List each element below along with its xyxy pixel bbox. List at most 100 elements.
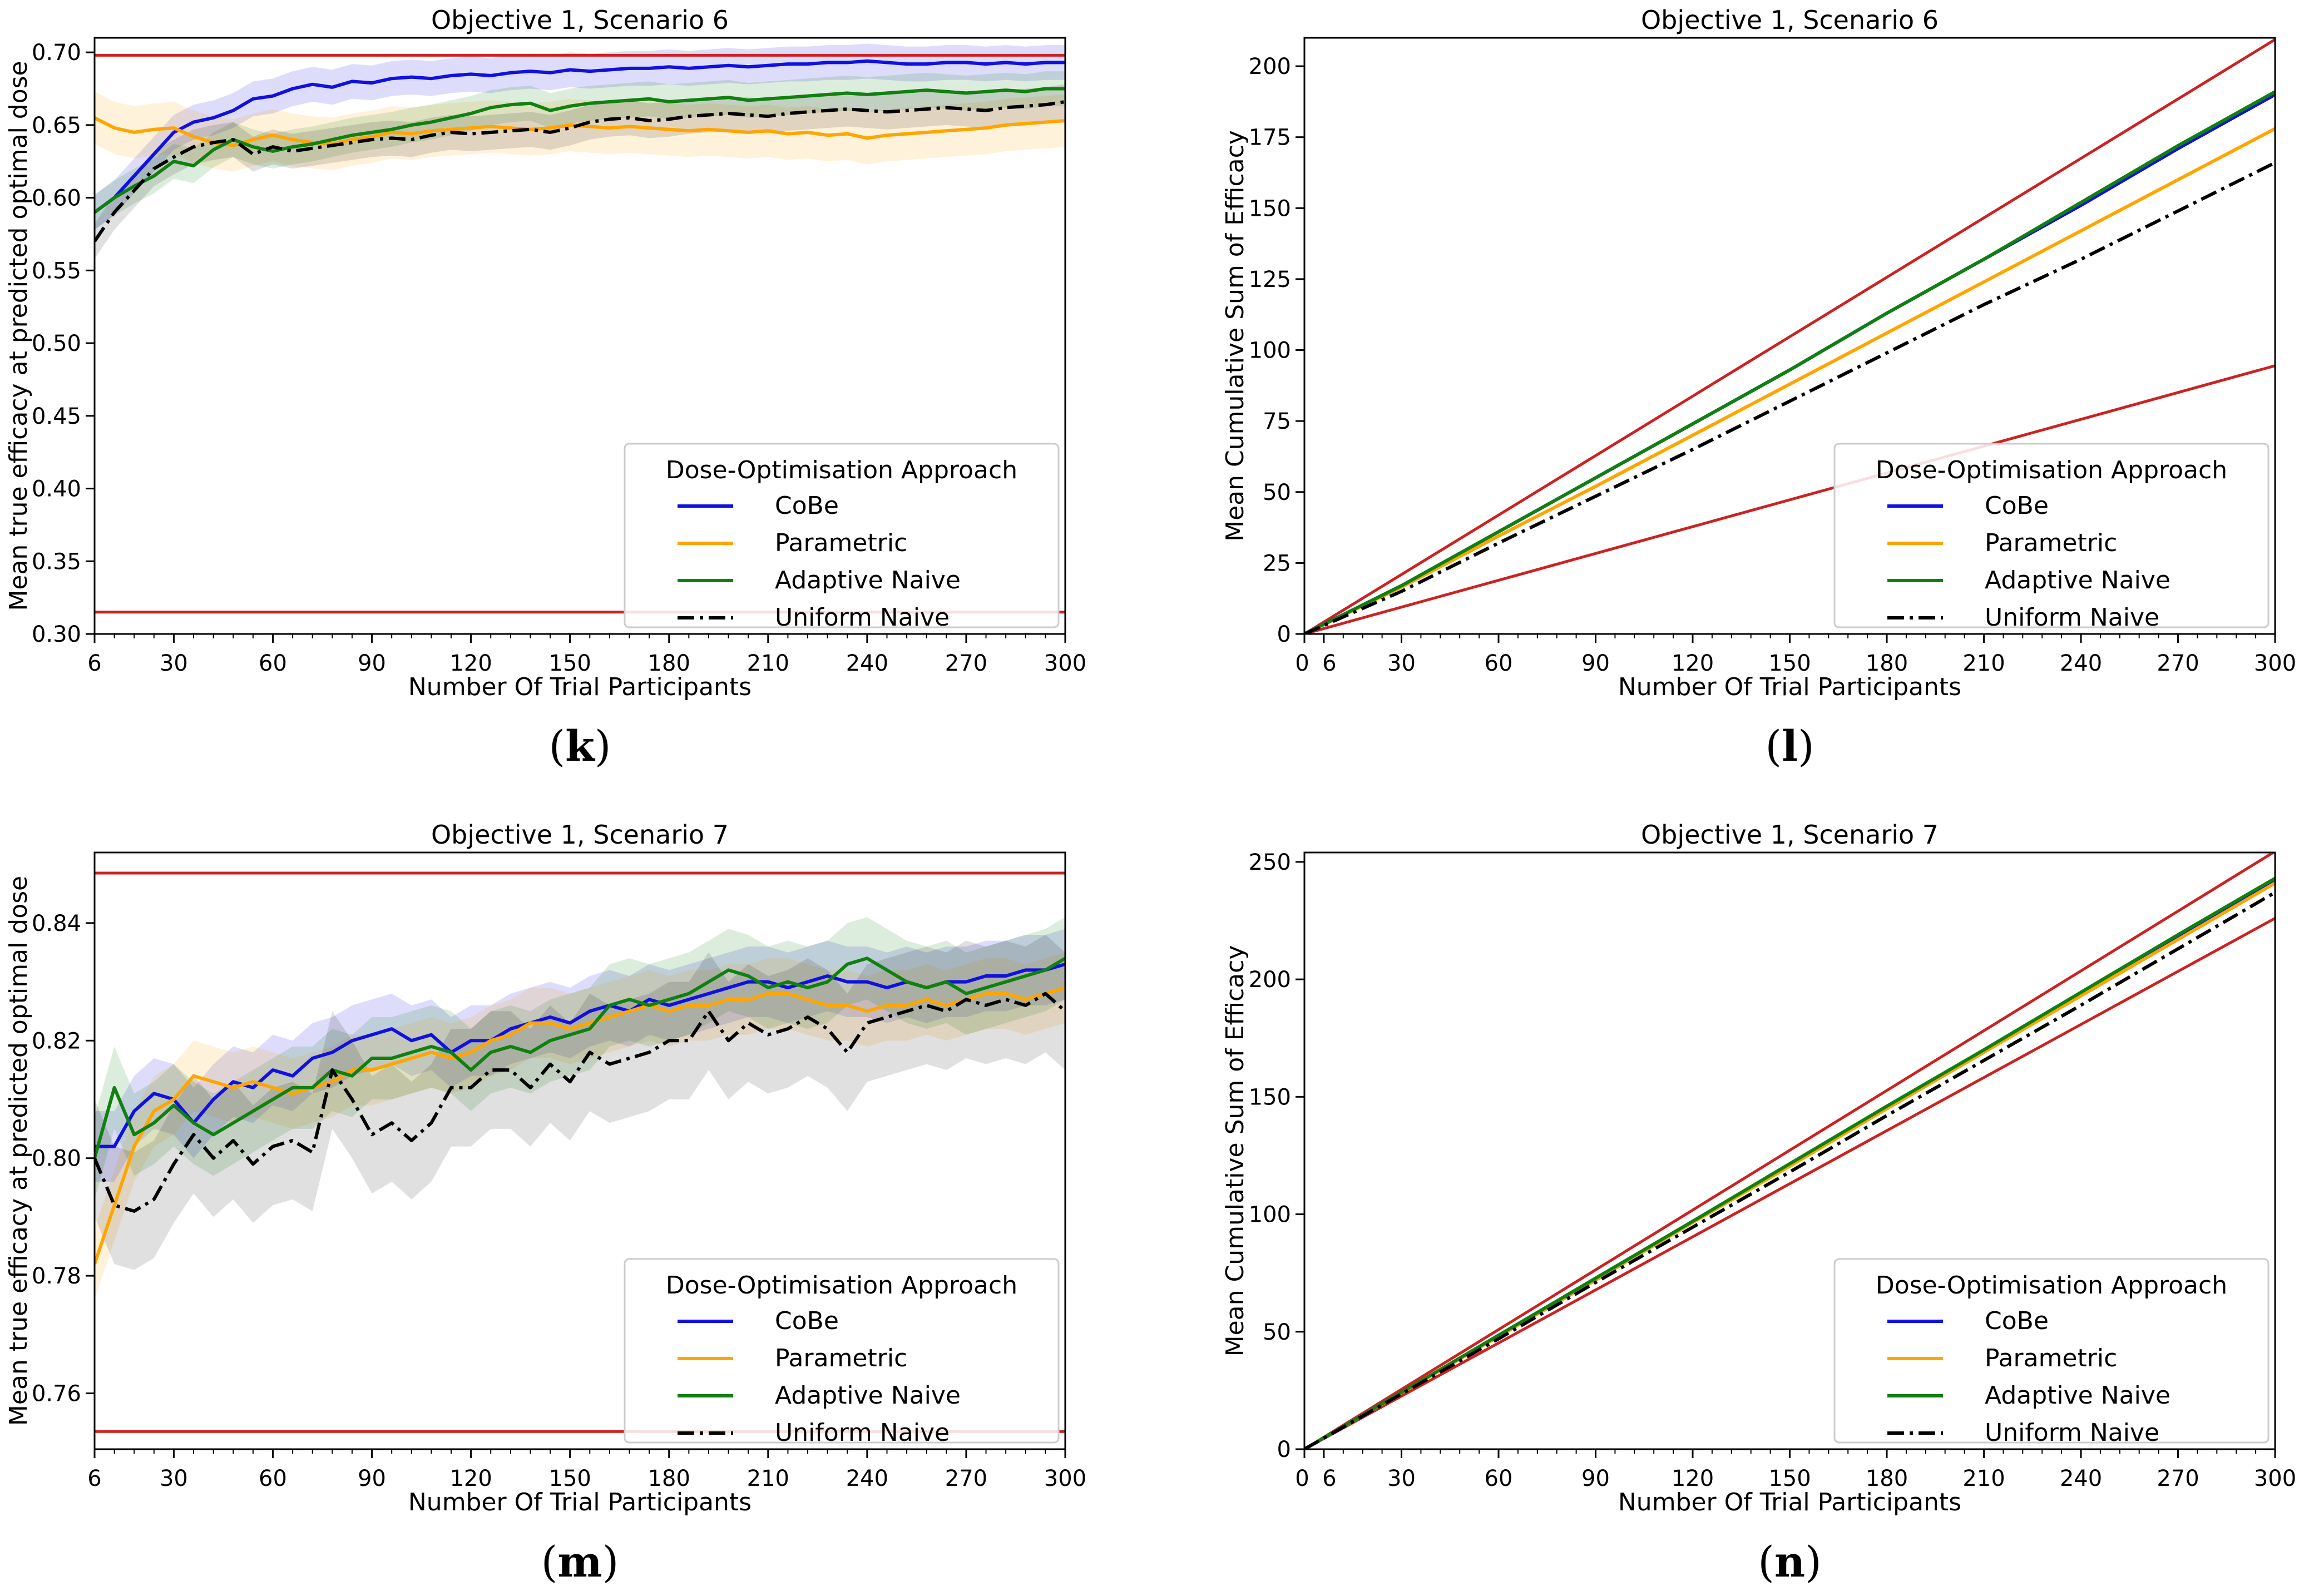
- plot-area: [95, 871, 1065, 1433]
- confidence-band-cobe: [95, 929, 1065, 1182]
- legend-entry: Adaptive Naive: [775, 566, 961, 594]
- x-tick-label: 150: [1768, 651, 1811, 676]
- legend: Dose-Optimisation Approach CoBe Parametric…: [624, 1258, 1060, 1447]
- y-tick-label: 75: [1263, 409, 1291, 434]
- x-tick-label: 270: [2157, 1466, 2199, 1491]
- x-axis-label: Number Of Trial Participants: [408, 1488, 751, 1516]
- x-tick-label: 270: [2157, 651, 2199, 676]
- panel-label-open: (: [1758, 1537, 1774, 1587]
- panel-label-close: ): [595, 721, 611, 771]
- legend-entry: Parametric: [1985, 1344, 2117, 1372]
- y-tick-label: 0.45: [32, 404, 81, 429]
- x-tick-label: 210: [747, 1466, 789, 1491]
- y-tick-label: 150: [1249, 1084, 1291, 1110]
- y-tick-label: 0.30: [32, 622, 81, 647]
- chart-panel-m: 6 30 60 90 120 150 180 210 240 270 300 0.76 0.78 0.80…: [4, 820, 1086, 1587]
- legend-entry: Adaptive Naive: [775, 1381, 961, 1410]
- x-tick-label: 150: [1768, 1466, 1811, 1491]
- x-tick-label: 60: [1485, 1466, 1513, 1491]
- x-tick-label: 300: [1044, 1466, 1086, 1491]
- x-tick-label: 120: [449, 651, 492, 676]
- confidence-band-parametric: [95, 952, 1065, 1300]
- x-tick-label: 30: [160, 651, 188, 676]
- x-tick-label: 270: [945, 1466, 987, 1491]
- y-tick-label: 250: [1249, 850, 1291, 875]
- x-tick-label: 60: [259, 1466, 287, 1491]
- x-tick-label: 6: [87, 651, 101, 676]
- series-line-uniform-naive: [95, 992, 1065, 1213]
- x-tick-label: 180: [1866, 651, 1908, 676]
- y-tick-label: 0.80: [32, 1146, 81, 1172]
- legend-entry: Adaptive Naive: [1985, 566, 2170, 594]
- chart-title: Objective 1, Scenario 7: [431, 820, 729, 850]
- series-line-parametric: [95, 986, 1065, 1265]
- x-tick-label: 60: [259, 651, 287, 676]
- y-tick-label: 25: [1263, 551, 1291, 576]
- series-line-cobe: [95, 963, 1065, 1148]
- confidence-band-cobe: [95, 43, 1065, 230]
- legend-title: Dose-Optimisation Approach: [1876, 1271, 2227, 1300]
- x-tick-label: 210: [1962, 651, 2005, 676]
- x-tick-label: 60: [1485, 651, 1513, 676]
- series-line-uniform-naive: [1304, 161, 2275, 634]
- x-tick-label: 180: [648, 651, 690, 676]
- x-axis-label: Number Of Trial Participants: [1618, 673, 1961, 701]
- panel-label: (l): [1765, 721, 1814, 771]
- y-tick-label: 0: [1277, 1437, 1291, 1463]
- series-line-adaptive-naive: [95, 956, 1065, 1159]
- legend-entry: Uniform Naive: [1985, 1419, 2159, 1447]
- x-tick-label: 300: [2254, 651, 2296, 676]
- legend-entry: Uniform Naive: [775, 603, 950, 632]
- chart-panel-k: 6 30 60 90 120 150 180 210 240 270 300 0.30 0.35 0.40…: [4, 5, 1086, 771]
- panel-label-open: (: [541, 1537, 558, 1587]
- y-tick-label: 100: [1249, 338, 1291, 364]
- y-tick-label: 125: [1249, 267, 1291, 293]
- legend-entry: CoBe: [1985, 1307, 2049, 1335]
- x-tick-label: 90: [1581, 1466, 1610, 1491]
- x-axis-label: Number Of Trial Participants: [1618, 1488, 1961, 1516]
- x-tick-label: 120: [1672, 1466, 1714, 1491]
- lower-reference-line: [1304, 364, 2275, 634]
- legend-entry: CoBe: [775, 1307, 839, 1335]
- plot-area: [1304, 38, 2275, 634]
- panel-label-close: ): [602, 1537, 619, 1587]
- axes-frame: [93, 851, 1066, 1450]
- y-tick-label: 150: [1249, 196, 1291, 221]
- chart-title: Objective 1, Scenario 7: [1641, 820, 1939, 850]
- y-tick-label: 0.60: [32, 186, 81, 211]
- x-tick-label: 300: [1044, 651, 1086, 676]
- y-tick-label: 0.50: [32, 331, 81, 356]
- legend-entry: Parametric: [775, 1344, 907, 1372]
- panel-label-close: ): [1805, 1537, 1822, 1587]
- x-tick-label: 240: [846, 651, 888, 676]
- x-tick-label: 210: [1962, 1466, 2005, 1491]
- x-axis-label: Number Of Trial Participants: [408, 673, 751, 701]
- chart-panel-n: 0 6 30 60 90 120 150 180 210 240 270 30005010015020…: [1221, 820, 2296, 1587]
- x-tick-label: 240: [846, 1466, 888, 1491]
- series-line-adaptive-naive: [95, 87, 1065, 214]
- legend-entry: Parametric: [775, 529, 907, 557]
- chart-panel-l: 0 6 30 60 90 120 150 180 210 240 270 30002550751001…: [1221, 5, 2296, 771]
- x-tick-label: 300: [2254, 1466, 2296, 1491]
- legend-title: Dose-Optimisation Approach: [1876, 456, 2227, 484]
- series-line-parametric: [1304, 127, 2275, 634]
- x-tick-label: 180: [1866, 1466, 1908, 1491]
- x-tick-label: 30: [1387, 651, 1416, 676]
- panel-label-open: (: [1765, 721, 1782, 771]
- y-tick-label: 200: [1249, 967, 1291, 993]
- x-tick-label: 0: [1295, 1466, 1309, 1491]
- y-tick-label: 0.40: [32, 477, 81, 502]
- y-tick-label: 0.35: [32, 549, 81, 574]
- x-tick-label: 6: [87, 1466, 101, 1491]
- legend-entry: Parametric: [1985, 529, 2117, 557]
- x-tick-label: 30: [1387, 1466, 1416, 1491]
- x-tick-label: 90: [358, 1466, 386, 1491]
- panel-label-letter: l: [1782, 721, 1798, 771]
- y-tick-label: 0.82: [32, 1028, 81, 1054]
- axes-frame: [93, 37, 1066, 635]
- y-tick-label: 0.76: [32, 1381, 81, 1407]
- x-tick-label: 90: [358, 651, 386, 676]
- plot-area: [95, 43, 1065, 614]
- legend: Dose-Optimisation Approach CoBe Parametric…: [1833, 443, 2270, 632]
